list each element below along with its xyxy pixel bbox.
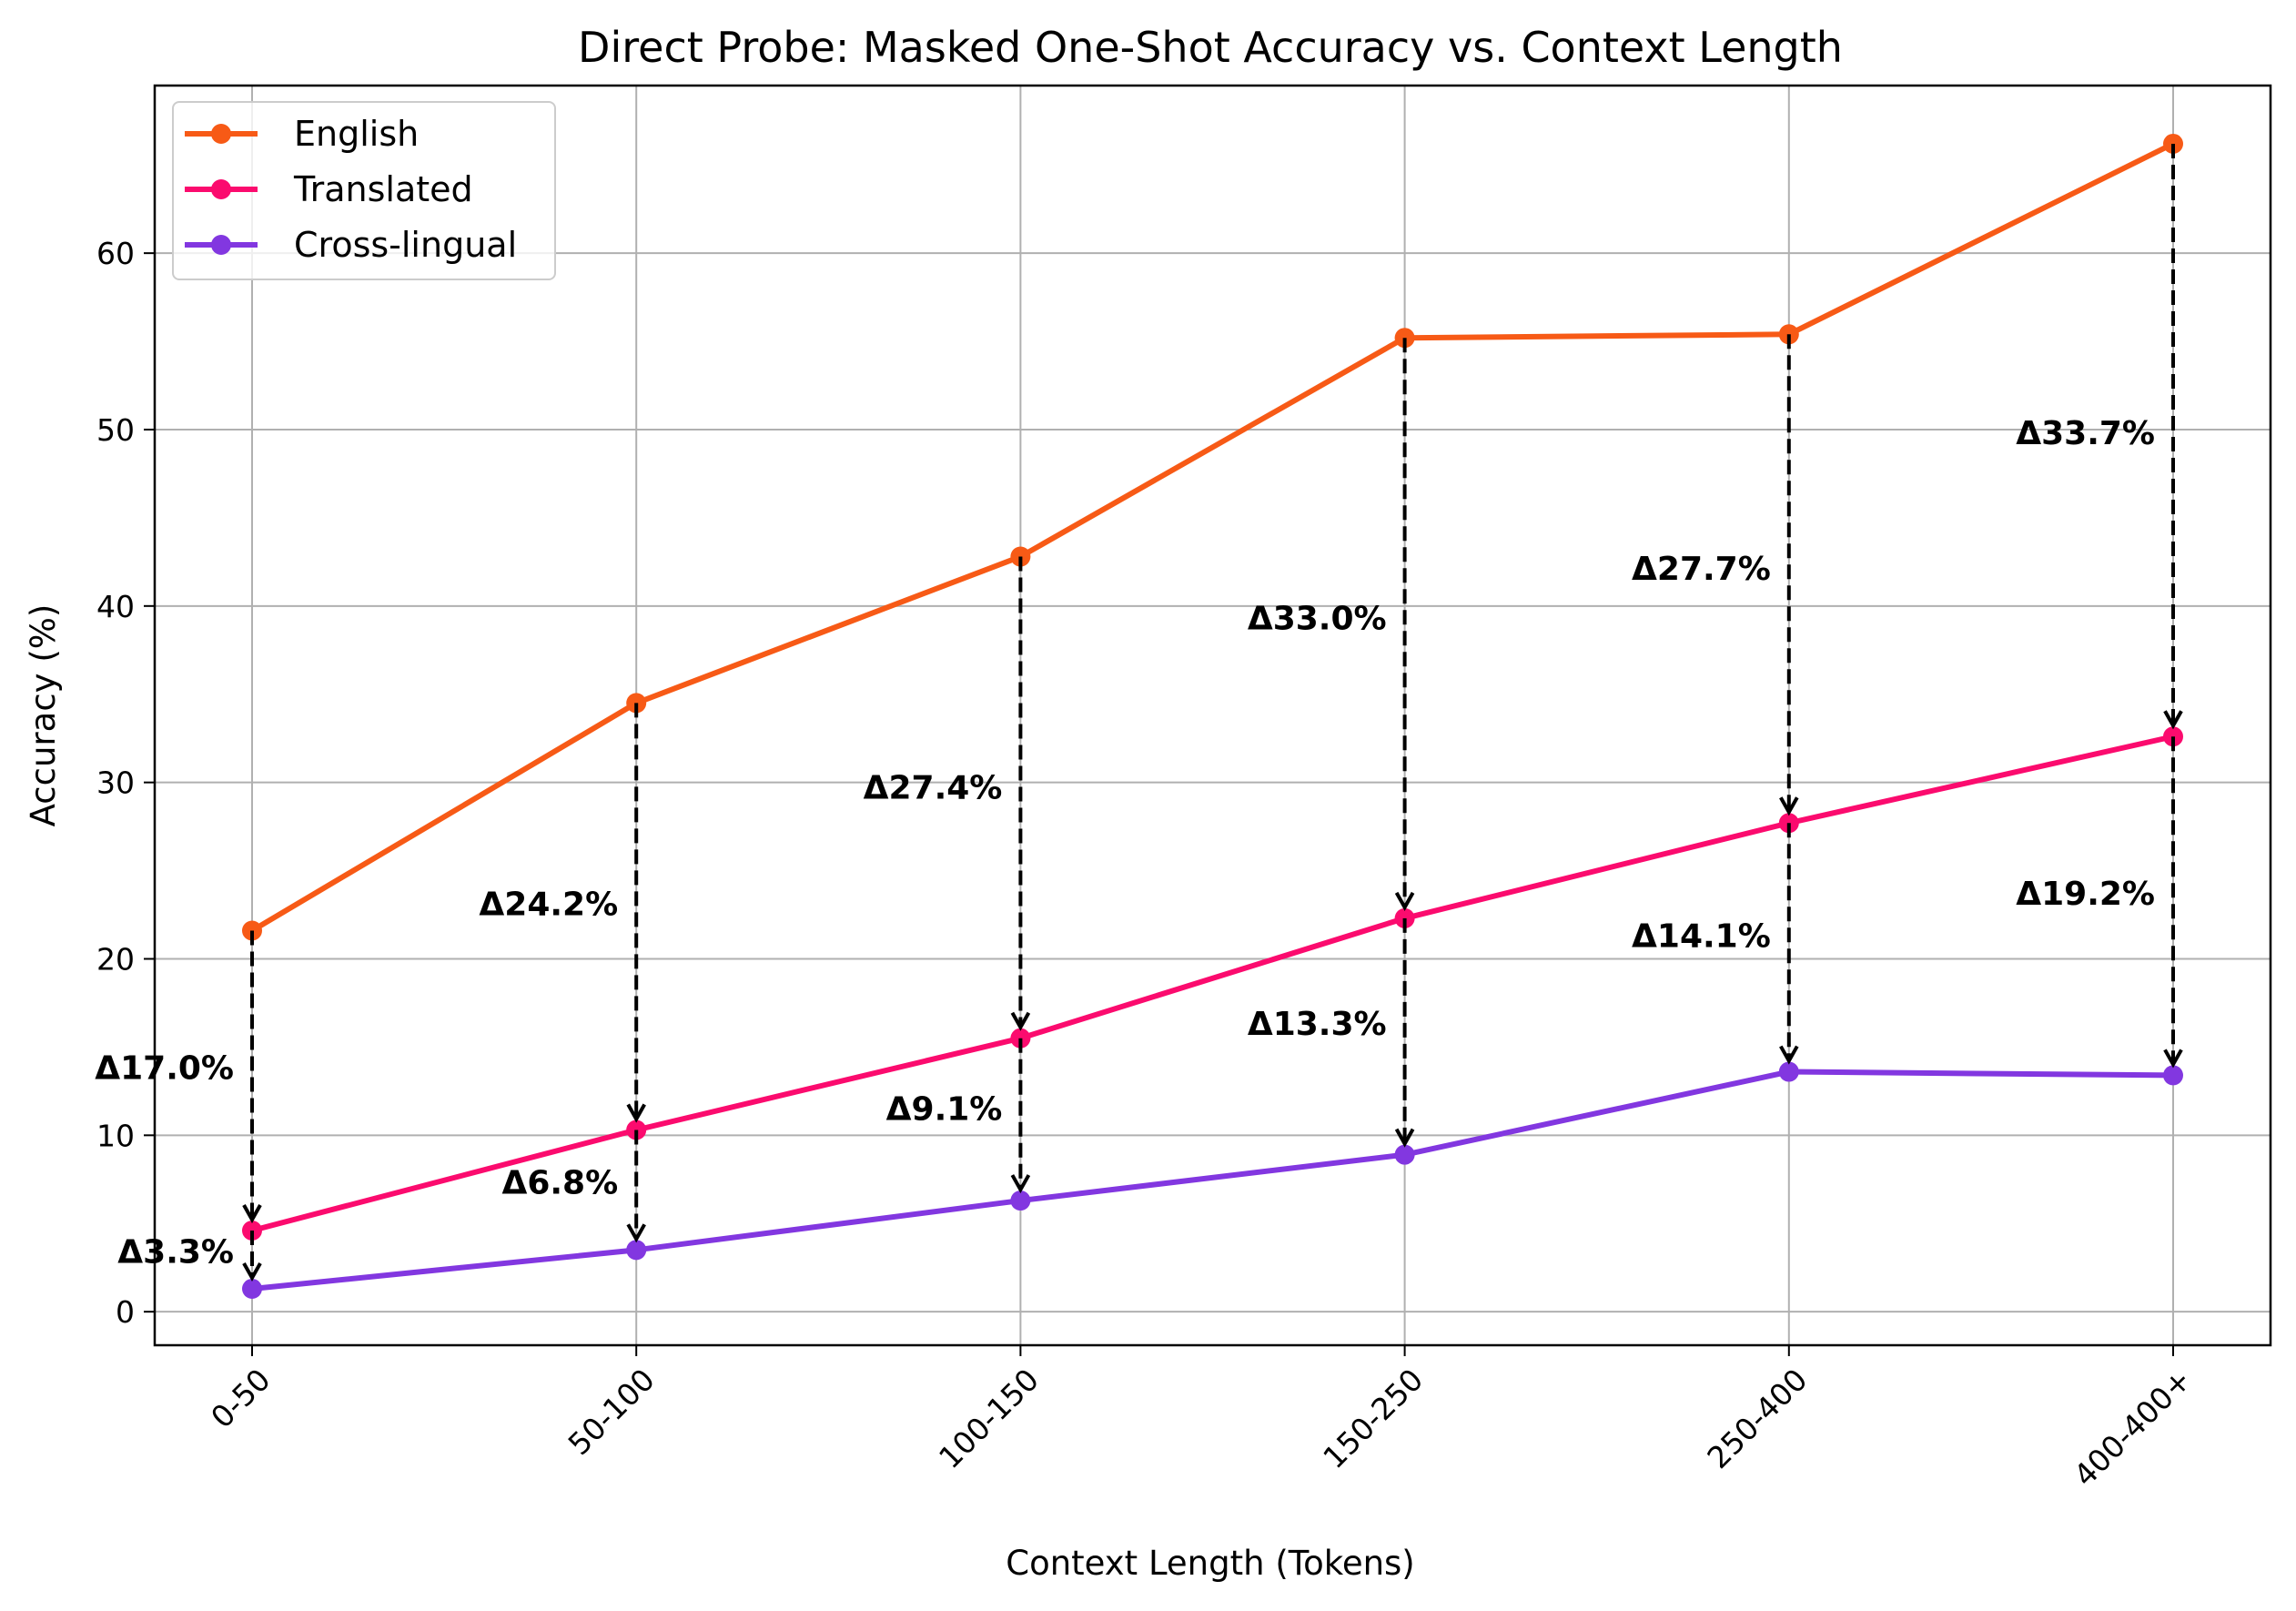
delta-annotations: Δ17.0% Δ3.3% Δ24.2% Δ6.8% Δ27.4% Δ9.1% Δ33.0% Δ… bbox=[95, 143, 2183, 1282]
series-line-cross-lingual bbox=[249, 1069, 2176, 1292]
delta-arrow-head bbox=[1779, 796, 1799, 816]
delta-arrow-head bbox=[242, 1261, 262, 1282]
delta-label: Δ13.3% bbox=[1248, 1006, 1387, 1043]
y-axis-label: Accuracy (%) bbox=[24, 604, 63, 827]
delta-arrow-head bbox=[626, 1103, 646, 1123]
delta-arrow-head bbox=[1394, 1128, 1415, 1148]
delta-label: Δ24.2% bbox=[479, 886, 618, 923]
delta-label: Δ27.4% bbox=[864, 769, 1003, 806]
delta-label: Δ14.1% bbox=[1632, 917, 1771, 955]
legend-box bbox=[172, 101, 556, 280]
delta-label: Δ33.0% bbox=[1248, 600, 1387, 637]
data-point-cross-lingual bbox=[2163, 1065, 2183, 1086]
delta-arrow-head bbox=[1010, 1174, 1031, 1194]
delta-arrow-head bbox=[242, 1204, 262, 1224]
delta-label: Δ3.3% bbox=[117, 1233, 234, 1271]
delta-label: Δ17.0% bbox=[95, 1050, 234, 1088]
delta-arrow-head bbox=[626, 1223, 646, 1243]
y-tick-label: 60 bbox=[96, 236, 135, 271]
y-axis-ticks: 0 10 20 30 40 50 60 bbox=[96, 236, 155, 1330]
y-tick-label: 0 bbox=[116, 1294, 135, 1330]
data-point-cross-lingual bbox=[1394, 1144, 1415, 1165]
y-tick-label: 20 bbox=[96, 941, 135, 977]
legend-label-english: English bbox=[294, 114, 419, 154]
chart-title: Direct Probe: Masked One-Shot Accuracy v… bbox=[578, 23, 1843, 72]
legend-marker-translated bbox=[211, 179, 231, 199]
legend: English Translated Cross-lingual bbox=[172, 101, 556, 280]
y-tick-label: 30 bbox=[96, 765, 135, 801]
delta-label: Δ6.8% bbox=[501, 1165, 618, 1202]
y-tick-label: 50 bbox=[96, 412, 135, 448]
delta-label: Δ9.1% bbox=[886, 1090, 1003, 1128]
x-axis-label: Context Length (Tokens) bbox=[1006, 1544, 1415, 1583]
data-point-cross-lingual bbox=[242, 1278, 262, 1299]
legend-marker-english bbox=[211, 124, 231, 144]
data-point-cross-lingual bbox=[626, 1240, 647, 1261]
legend-label-cross-lingual: Cross-lingual bbox=[294, 225, 517, 265]
y-tick-label: 10 bbox=[96, 1118, 135, 1153]
legend-label-translated: Translated bbox=[293, 169, 473, 209]
data-point-cross-lingual bbox=[1778, 1061, 1799, 1082]
delta-arrow-head bbox=[1394, 891, 1415, 911]
delta-label: Δ27.7% bbox=[1632, 551, 1771, 588]
delta-label: Δ33.7% bbox=[2016, 415, 2155, 452]
legend-marker-cross-lingual bbox=[211, 235, 231, 255]
data-point-cross-lingual bbox=[1010, 1191, 1031, 1211]
y-tick-label: 40 bbox=[96, 589, 135, 624]
delta-arrow-head bbox=[2163, 710, 2183, 730]
delta-arrow-head bbox=[2163, 1049, 2183, 1069]
delta-arrow-head bbox=[1779, 1045, 1799, 1065]
series-line-translated bbox=[249, 734, 2176, 1234]
delta-arrow-head bbox=[1010, 1011, 1031, 1031]
series-line-english bbox=[249, 140, 2176, 934]
plot-frame bbox=[153, 84, 2272, 1347]
delta-label: Δ19.2% bbox=[2016, 876, 2155, 913]
